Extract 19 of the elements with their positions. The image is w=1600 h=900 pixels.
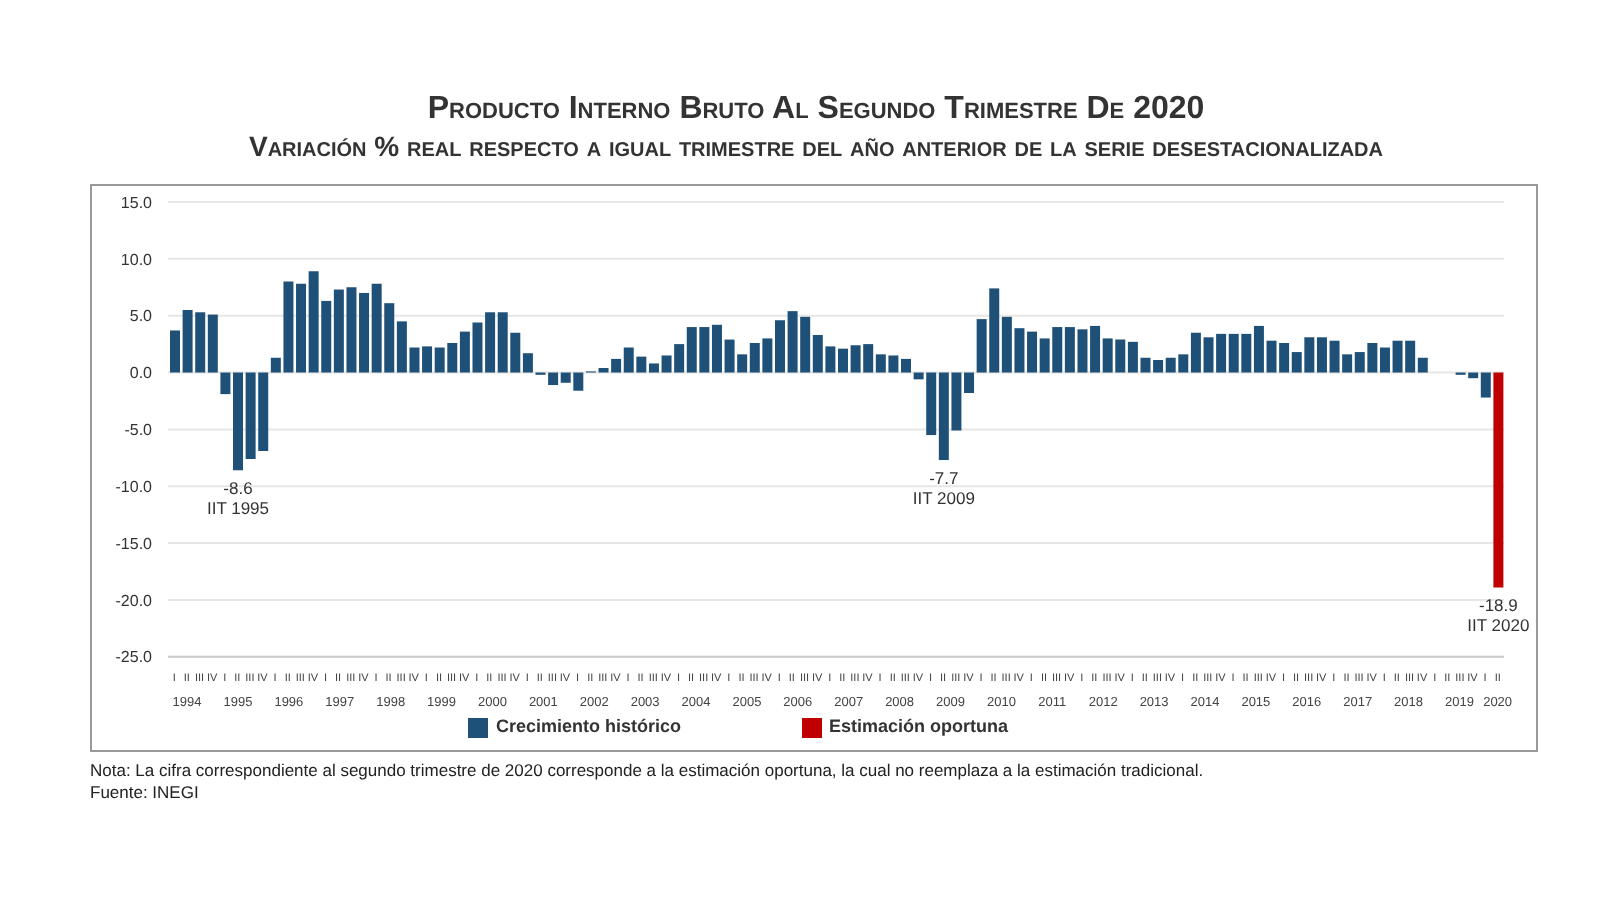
legend-label: Crecimiento histórico [495,716,681,737]
chart-subtitle: Variación % real respecto a igual trimestre del año anterior de la serie desestacionalizada [249,130,1383,162]
y-tick-label: -10.0 [115,477,154,496]
y-tick-label: -25.0 [115,648,154,667]
legend-label: Estimación oportuna [829,716,1009,737]
y-tick-label: 0.0 [129,364,154,383]
chart-title: Producto Interno Bruto Al Segundo Trimestre De 2020 [427,92,1205,126]
y-tick-label: 10.0 [120,250,154,269]
data-label: -8.6 IIT 1995 [206,478,270,519]
text: Nota: La cifra correspondiente al segundo trimestre de 2020 corresponde a la estimación oportuna, la cual no reemplaza a la estimación tradicional. [90,760,1204,780]
y-tick-label: -20.0 [115,591,154,610]
y-tick-label: 15.0 [120,193,154,212]
y-tick-label: -15.0 [115,534,154,553]
y-tick-label: -5.0 [124,421,154,440]
bar [1493,372,1504,588]
data-label: -18.9 IIT 2020 [1467,595,1530,636]
source-note: Fuente: INEGI [90,782,199,802]
data-label: -7.7 IIT 2009 [912,468,976,509]
y-tick-label: 5.0 [129,307,154,326]
